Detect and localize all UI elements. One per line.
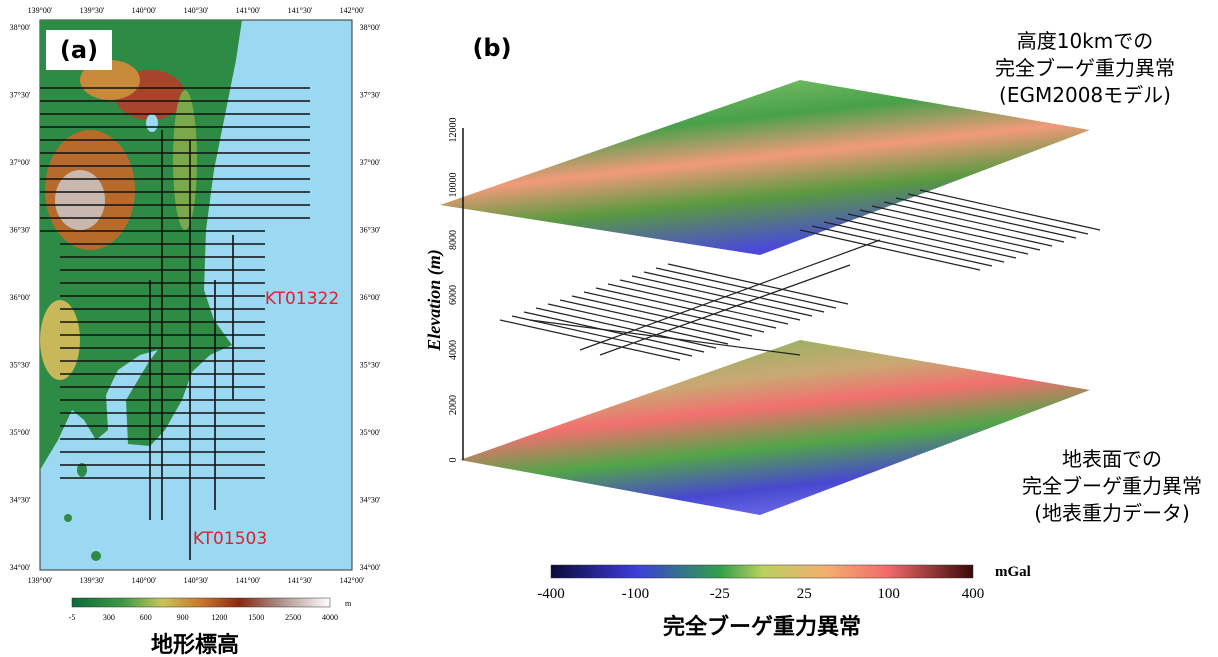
lon-label: 139°30' [80, 6, 105, 15]
lat-label: 34°30' [10, 496, 31, 505]
colorbar-unit: m [345, 599, 352, 608]
lon-label: 139°00' [28, 576, 53, 585]
colorbar-label: -400 [537, 586, 565, 602]
lon-label: 139°00' [28, 6, 53, 15]
z-tick-label: 2000 [448, 395, 459, 415]
z-tick-label: 8000 [448, 230, 459, 250]
track [560, 300, 740, 340]
track [548, 304, 728, 344]
track [596, 288, 776, 328]
upper-plane [440, 80, 1090, 255]
lon-label: 142°00' [340, 576, 365, 585]
track [824, 222, 1004, 262]
lon-label: 139°30' [80, 576, 105, 585]
caption: (EGM2008モデル) [999, 83, 1171, 107]
colorbar-label: 300 [103, 613, 115, 622]
track [848, 214, 1028, 254]
colorbar-label: -5 [69, 613, 76, 622]
lon-label: 142°00' [340, 6, 365, 15]
panel-label: (b) [472, 34, 511, 62]
track [584, 292, 764, 332]
lat-label: 35°30' [360, 361, 381, 370]
colorbar-label: 100 [877, 586, 900, 602]
track [632, 276, 812, 316]
lat-label: 34°00' [10, 563, 31, 572]
track [536, 308, 716, 348]
colorbar-label: 2500 [285, 613, 301, 622]
axis-label: Elevation (m) [424, 249, 445, 352]
lat-label: 36°30' [10, 226, 31, 235]
colorbar-title: 地形標高 [151, 632, 239, 657]
track [872, 206, 1052, 246]
lat-label: 36°00' [360, 293, 381, 302]
line-label: KT01503 [193, 529, 267, 549]
lat-label: 38°00' [10, 23, 31, 32]
line-label: KT01322 [265, 289, 339, 309]
track [812, 226, 992, 266]
caption: 高度10kmでの [1017, 29, 1154, 53]
track [884, 202, 1064, 242]
colorbar [551, 565, 973, 578]
z-tick-label: 4000 [448, 340, 459, 360]
surface-plane [460, 340, 1090, 515]
lat-label: 37°00' [10, 158, 31, 167]
track [896, 198, 1076, 238]
lat-label: 34°00' [360, 563, 381, 572]
track [500, 320, 680, 360]
colorbar [72, 598, 330, 607]
lat-label: 37°00' [360, 158, 381, 167]
caption: (地表重力データ) [1034, 501, 1190, 525]
caption: 地表面での [1062, 447, 1162, 471]
lat-label: 37°30' [360, 91, 381, 100]
lon-label: 141°30' [288, 6, 313, 15]
z-tick-label: 0 [448, 458, 459, 463]
colorbar-label: -100 [622, 586, 650, 602]
colorbar-label: 4000 [322, 613, 338, 622]
z-tick-label: 12000 [448, 118, 459, 143]
figure: (a) KT01322 KT01503 m 地形標高 (b) Elevation… [0, 0, 1218, 657]
colorbar-label: 400 [962, 586, 985, 602]
track [800, 230, 980, 270]
colorbar-label: 1500 [248, 613, 264, 622]
track [908, 194, 1088, 234]
track [512, 316, 692, 356]
track [620, 280, 800, 320]
colorbar-label: 1200 [211, 613, 227, 622]
lat-label: 34°30' [360, 496, 381, 505]
lat-label: 38°00' [360, 23, 381, 32]
caption: 完全ブーゲ重力異常 [1022, 474, 1202, 498]
track [524, 312, 704, 352]
colorbar-label: 900 [177, 613, 189, 622]
lat-label: 36°30' [360, 226, 381, 235]
lat-label: 36°00' [10, 293, 31, 302]
lat-label: 35°30' [10, 361, 31, 370]
colorbar-label: 25 [797, 586, 812, 602]
colorbar-label: 600 [140, 613, 152, 622]
lat-label: 35°00' [10, 428, 31, 437]
z-tick-label: 6000 [448, 285, 459, 305]
lon-label: 140°00' [132, 6, 157, 15]
lon-label: 140°30' [184, 6, 209, 15]
lon-label: 140°00' [132, 576, 157, 585]
track [644, 272, 824, 312]
track [836, 218, 1016, 258]
panel-label: (a) [60, 36, 98, 64]
track [860, 210, 1040, 250]
lon-label: 141°00' [236, 6, 261, 15]
track [608, 284, 788, 324]
colorbar-unit: mGal [995, 564, 1031, 580]
caption: 完全ブーゲ重力異常 [995, 56, 1175, 80]
lon-label: 141°30' [288, 576, 313, 585]
lon-label: 140°30' [184, 576, 209, 585]
track [920, 190, 1100, 230]
colorbar-title: 完全ブーゲ重力異常 [663, 614, 861, 640]
lat-label: 37°30' [10, 91, 31, 100]
track [572, 296, 752, 336]
colorbar-label: -25 [710, 586, 730, 602]
z-tick-label: 10000 [448, 173, 459, 198]
lon-label: 141°00' [236, 576, 261, 585]
lat-label: 35°00' [360, 428, 381, 437]
